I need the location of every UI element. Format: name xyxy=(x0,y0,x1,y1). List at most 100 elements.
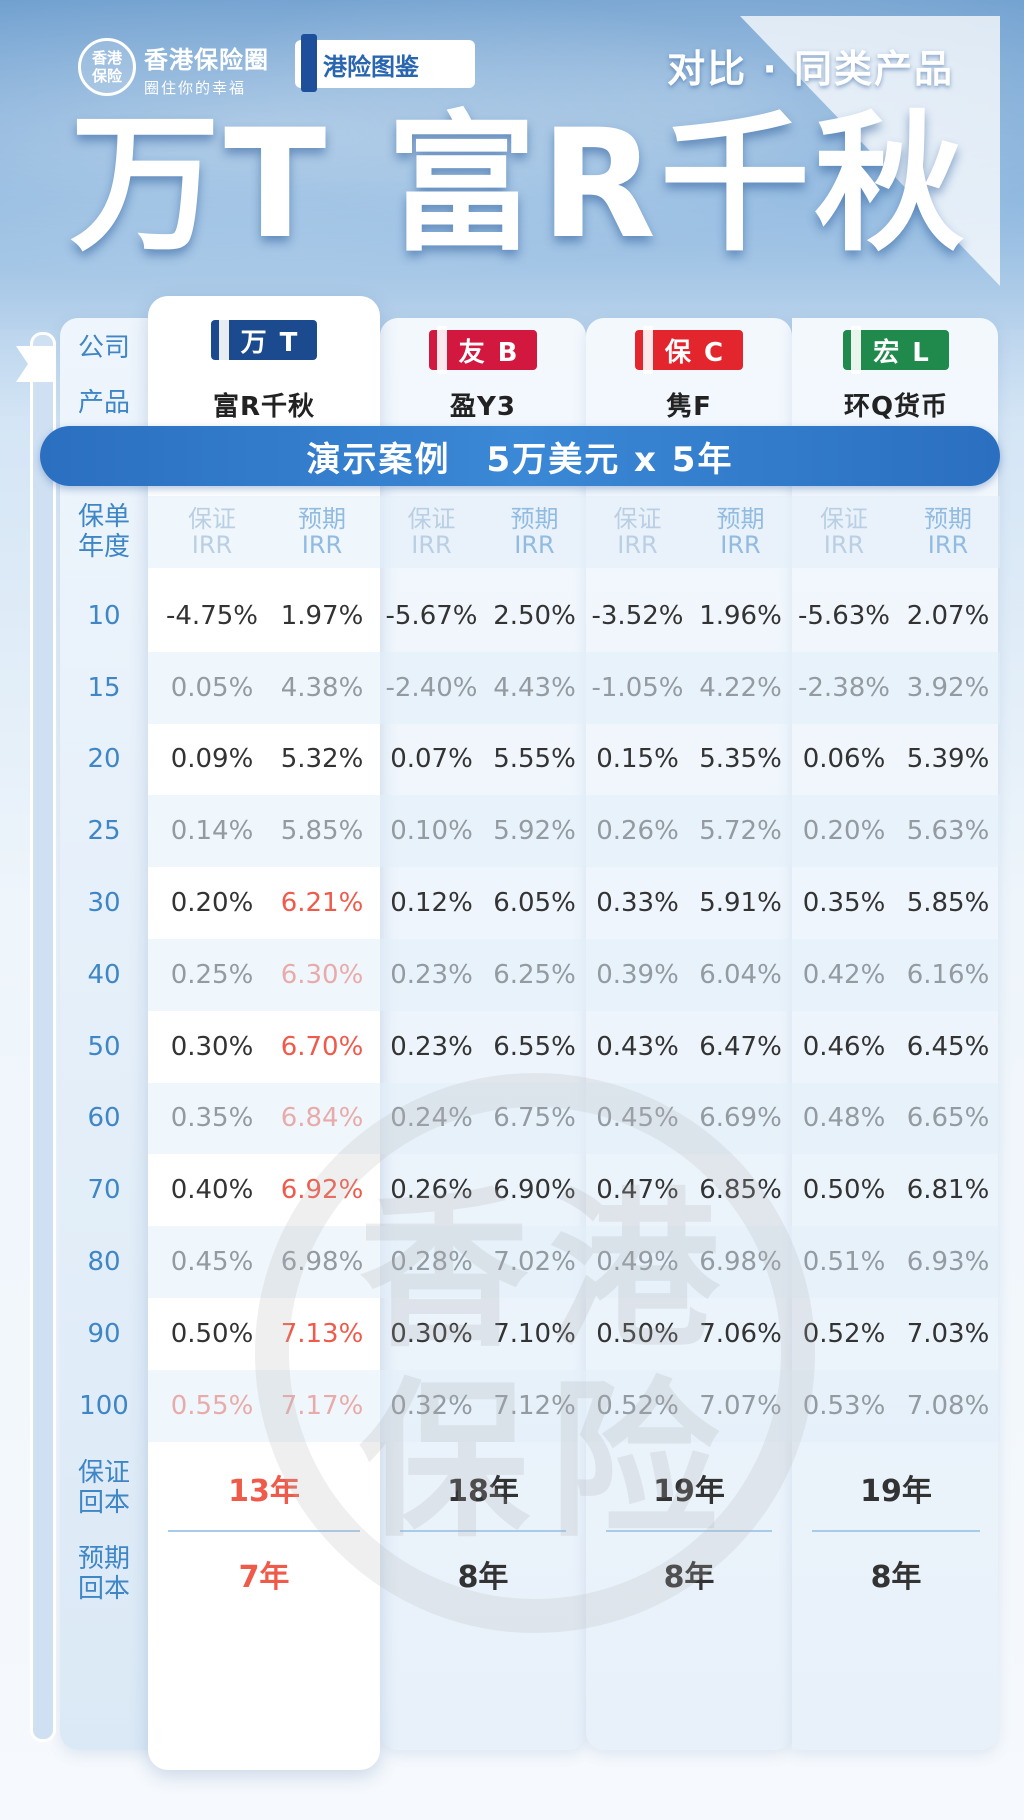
product-name: 环Q货币 xyxy=(843,391,949,422)
guaranteed-irr-value: 0.46% xyxy=(802,1031,886,1062)
expected-irr-value: 7.03% xyxy=(906,1318,990,1349)
payback-divider xyxy=(400,1529,566,1532)
product-name: 盈Y3 xyxy=(450,391,516,422)
product-name: 富R千秋 xyxy=(212,391,316,422)
policy-year-cell: 10 xyxy=(87,600,121,631)
brand-logo-text: 香港保险 xyxy=(91,49,122,85)
guaranteed-irr-value: 0.52% xyxy=(802,1318,886,1349)
guaranteed-irr-value: -3.52% xyxy=(591,600,684,631)
guaranteed-irr-value: 0.40% xyxy=(170,1175,254,1206)
company-badge: 宏 L xyxy=(843,326,949,374)
company-label: 公司 xyxy=(77,333,130,363)
guaranteed-irr-value: -5.63% xyxy=(798,600,890,631)
expected-payback-value: 8年 xyxy=(457,1559,509,1595)
row-stripe xyxy=(148,651,1000,724)
row-stripe xyxy=(148,1226,1000,1298)
guaranteed-payback-value: 13年 xyxy=(228,1473,300,1509)
expected-payback-value: 8年 xyxy=(870,1559,922,1595)
guaranteed-irr-value: -5.67% xyxy=(385,600,478,631)
expected-irr-value: 5.39% xyxy=(906,744,990,775)
guaranteed-irr-value: 0.50% xyxy=(170,1318,254,1349)
guaranteed-irr-value: -4.75% xyxy=(166,600,258,631)
guaranteed-irr-value: 0.23% xyxy=(390,1031,473,1062)
expected-irr-value: 7.06% xyxy=(699,1318,782,1349)
payback-divider xyxy=(606,1529,772,1532)
row-stripe xyxy=(148,939,1000,1011)
company-badge-cell: 友 B xyxy=(380,324,586,376)
expected-irr-value: 1.97% xyxy=(280,600,364,631)
guaranteed-irr-value: 0.50% xyxy=(596,1318,679,1349)
expected-payback-label: 预期 回本 xyxy=(77,1543,130,1604)
policy-year-cell: 80 xyxy=(87,1247,121,1278)
policy-year-cell: 100 xyxy=(79,1390,129,1421)
brand-slogan: 圈住你的幸福 xyxy=(144,79,247,97)
page-title: 万T 富R千秋 xyxy=(70,98,969,272)
expected-irr-value: 5.85% xyxy=(906,888,990,919)
side-ribbon xyxy=(30,332,56,1742)
expected-payback-value: 7年 xyxy=(238,1559,290,1595)
expected-irr-value: 2.50% xyxy=(493,600,576,631)
header-stripe xyxy=(148,496,1000,568)
expected-irr-value: 6.45% xyxy=(906,1031,990,1062)
product-label: 产品 xyxy=(77,388,130,418)
brand-block: 香港保险圈 圈住你的幸福 xyxy=(144,40,269,98)
guaranteed-irr-value: 0.30% xyxy=(390,1318,473,1349)
guaranteed-payback-label: 保证 回本 xyxy=(77,1457,130,1518)
expected-irr-value: 6.70% xyxy=(280,1031,364,1062)
policy-year-cell: 70 xyxy=(87,1175,121,1206)
case-banner: 演示案例 5万美元 x 5年 xyxy=(40,426,1000,486)
expected-irr-value: 7.10% xyxy=(493,1318,576,1349)
policy-year-cell: 20 xyxy=(87,744,121,775)
payback-divider xyxy=(168,1529,360,1532)
expected-payback-value: 8年 xyxy=(663,1559,715,1595)
product-name: 隽F xyxy=(666,391,712,422)
policy-year-cell: 90 xyxy=(87,1318,121,1349)
expected-irr-value: 5.91% xyxy=(699,888,782,919)
company-badge: 友 B xyxy=(428,326,538,374)
case-detail: 5万美元 x 5年 xyxy=(486,439,734,480)
expected-irr-value: 5.32% xyxy=(280,744,364,775)
expected-irr-value: 5.35% xyxy=(699,744,782,775)
guaranteed-irr-value: 0.06% xyxy=(802,744,886,775)
guaranteed-irr-value: 0.20% xyxy=(170,888,254,919)
guaranteed-irr-value: 0.15% xyxy=(596,744,679,775)
bookmark-icon xyxy=(301,34,317,92)
guaranteed-irr-value: 0.33% xyxy=(596,888,679,919)
expected-irr-value: 6.85% xyxy=(699,1175,782,1206)
expected-irr-value: 5.55% xyxy=(493,744,576,775)
guaranteed-irr-value: 0.43% xyxy=(596,1031,679,1062)
guaranteed-irr-value: 0.12% xyxy=(390,888,473,919)
expected-irr-value: 6.55% xyxy=(493,1031,576,1062)
company-badge-cell: 万 T xyxy=(148,314,380,366)
guaranteed-irr-value: 0.09% xyxy=(170,744,254,775)
guaranteed-irr-value: 0.50% xyxy=(802,1175,886,1206)
brand-name: 香港保险圈 xyxy=(144,46,269,74)
company-badge: 保 C xyxy=(634,326,744,374)
guaranteed-irr-value: 0.07% xyxy=(390,744,473,775)
row-stripe xyxy=(148,795,1000,868)
expected-irr-value: 6.47% xyxy=(699,1031,782,1062)
guide-badge: 港险图鉴 xyxy=(295,34,475,92)
policy-year-cell: 25 xyxy=(87,816,121,847)
expected-irr-value: 6.81% xyxy=(906,1175,990,1206)
expected-irr-value: 6.90% xyxy=(493,1175,576,1206)
brand-logo: 香港保险 xyxy=(78,38,136,96)
expected-irr-value: 6.21% xyxy=(280,888,364,919)
policy-year-cell: 60 xyxy=(87,1103,121,1134)
company-badge-cell: 宏 L xyxy=(792,324,1000,376)
expected-irr-value: 2.07% xyxy=(906,600,990,631)
company-badge: 万 T xyxy=(210,316,318,364)
policy-year-label: 保单 年度 xyxy=(77,502,130,562)
row-stripe xyxy=(148,1082,1000,1155)
guaranteed-payback-value: 19年 xyxy=(653,1473,725,1509)
expected-irr-value: 6.05% xyxy=(493,888,576,919)
guide-label: 港险图鉴 xyxy=(323,52,419,81)
guaranteed-irr-value: 0.47% xyxy=(596,1175,679,1206)
policy-year-cell: 30 xyxy=(87,888,121,919)
expected-irr-value: 7.13% xyxy=(280,1318,364,1349)
corner-decoration xyxy=(740,16,1000,286)
policy-year-cell: 15 xyxy=(87,672,121,703)
policy-year-cell: 50 xyxy=(87,1031,121,1062)
guaranteed-irr-value: 0.30% xyxy=(170,1031,254,1062)
flag-icon xyxy=(16,346,56,382)
